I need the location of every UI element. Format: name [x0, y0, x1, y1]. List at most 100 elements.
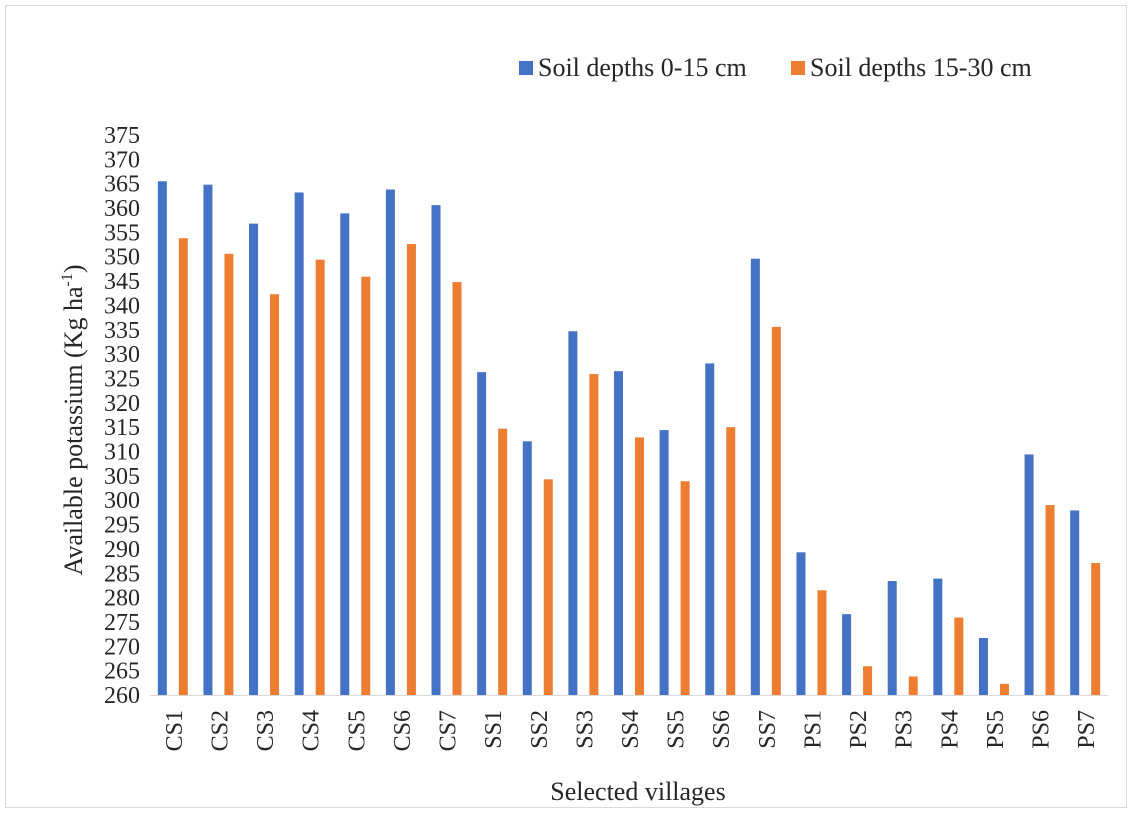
y-tick-label: 310	[104, 440, 140, 466]
bar-ss1-15-30cm	[498, 428, 508, 695]
x-tick-label: SS1	[481, 710, 507, 749]
bar-ps1-15-30cm	[817, 590, 827, 695]
bar-ps7-15-30cm	[1091, 563, 1101, 695]
y-tick-label: 300	[104, 488, 140, 514]
x-tick-label: CS2	[207, 710, 233, 751]
x-tick-label: PS4	[937, 710, 963, 749]
y-tick-label: 275	[104, 610, 140, 636]
y-tick-label: 360	[104, 196, 140, 222]
x-tick-label: CS7	[436, 710, 462, 751]
bar-ss7-0-15cm	[750, 258, 760, 695]
bar-ps4-15-30cm	[954, 617, 964, 695]
bar-cs1-0-15cm	[157, 181, 167, 695]
y-tick-label: 350	[104, 245, 140, 271]
y-tick-label: 340	[104, 293, 140, 319]
bar-cs6-0-15cm	[385, 189, 395, 695]
bar-cs3-15-30cm	[270, 294, 280, 695]
bar-ps1-0-15cm	[796, 552, 806, 695]
bar-ss5-15-30cm	[680, 481, 690, 695]
bar-ss6-15-30cm	[726, 427, 736, 695]
bars	[157, 181, 1101, 696]
y-axis-title-main: Available potassium (Kg ha	[59, 286, 88, 576]
x-tick-label: CS5	[344, 710, 370, 751]
x-tick-label: CS3	[253, 710, 279, 751]
x-tick-label: SS4	[618, 710, 644, 749]
bar-ps3-0-15cm	[887, 581, 897, 695]
bar-cs4-0-15cm	[294, 192, 304, 695]
bar-cs3-0-15cm	[249, 223, 259, 695]
bar-ps3-15-30cm	[908, 676, 918, 695]
bar-ps2-15-30cm	[863, 666, 873, 695]
y-tick-label: 365	[104, 172, 140, 198]
y-tick-label: 355	[104, 220, 140, 246]
y-tick-label: 285	[104, 561, 140, 587]
bar-ps5-15-30cm	[999, 683, 1009, 695]
bar-ss2-15-30cm	[543, 479, 553, 695]
bar-cs5-0-15cm	[340, 213, 350, 695]
y-tick-label: 270	[104, 634, 140, 660]
bar-ps4-0-15cm	[933, 578, 943, 695]
bar-ss2-0-15cm	[522, 441, 532, 695]
y-axis-title-superscript: -1	[59, 273, 76, 286]
bar-ss5-0-15cm	[659, 430, 669, 695]
bar-ss6-0-15cm	[705, 363, 715, 695]
y-tick-label: 320	[104, 391, 140, 417]
x-axis-title: Selected villages	[550, 777, 725, 806]
bar-ss3-0-15cm	[568, 331, 578, 695]
x-tick-label: CS6	[390, 710, 416, 751]
y-tick-label: 345	[104, 269, 140, 295]
y-tick-label: 290	[104, 537, 140, 563]
x-tick-label: PS6	[1029, 710, 1055, 749]
x-tick-label: SS7	[755, 710, 781, 749]
bar-ss7-15-30cm	[771, 326, 781, 695]
x-tick-label: PS7	[1074, 710, 1100, 749]
y-tick-label: 295	[104, 513, 140, 539]
legend-swatch-0-15cm	[519, 61, 533, 75]
bar-ps2-0-15cm	[842, 614, 852, 695]
x-tick-label: CS1	[162, 710, 188, 751]
x-tick-label: SS3	[572, 710, 598, 749]
bar-cs4-15-30cm	[315, 259, 325, 695]
y-tick-label: 370	[104, 147, 140, 173]
y-tick-label: 265	[104, 659, 140, 685]
y-axis-ticks: 2602652702752802852902953003053103153203…	[104, 123, 140, 709]
y-tick-label: 325	[104, 366, 140, 392]
bar-cs7-15-30cm	[452, 282, 462, 695]
y-tick-label: 375	[104, 123, 140, 149]
x-tick-label: SS5	[664, 710, 690, 749]
y-tick-label: 315	[104, 415, 140, 441]
bar-cs6-15-30cm	[406, 244, 416, 696]
legend-label-15-30cm: Soil depths 15-30 cm	[810, 53, 1032, 82]
x-tick-label: PS2	[846, 710, 872, 749]
x-tick-label: PS3	[892, 710, 918, 749]
y-tick-label: 280	[104, 586, 140, 612]
bar-ss1-0-15cm	[477, 372, 487, 695]
x-tick-label: CS4	[299, 710, 325, 751]
y-axis-title: Available potassium (Kg ha-1)	[59, 264, 88, 575]
bar-ps5-0-15cm	[978, 638, 988, 695]
y-tick-label: 260	[104, 683, 140, 709]
x-tick-label: PS5	[983, 710, 1009, 749]
bar-cs1-15-30cm	[178, 238, 188, 695]
legend: Soil depths 0-15 cm Soil depths 15-30 cm	[519, 53, 1032, 82]
x-tick-label: SS2	[527, 710, 553, 749]
bar-ps6-0-15cm	[1024, 454, 1034, 695]
y-tick-label: 305	[104, 464, 140, 490]
x-tick-label: PS1	[800, 710, 826, 749]
y-axis-title-end: )	[59, 264, 88, 273]
bar-cs2-0-15cm	[203, 184, 213, 696]
bar-cs2-15-30cm	[224, 253, 234, 696]
x-tick-label: SS6	[709, 710, 735, 749]
x-axis-ticks: CS1 CS2 CS3 CS4 CS5 CS6 CS7 SS1 SS2 SS3 SS4 SS5 SS6 S…	[162, 710, 1100, 751]
bar-cs5-15-30cm	[361, 276, 371, 695]
y-tick-label: 335	[104, 318, 140, 344]
legend-label-0-15cm: Soil depths 0-15 cm	[538, 53, 747, 82]
bar-ps6-15-30cm	[1045, 505, 1055, 695]
bar-ps7-0-15cm	[1070, 510, 1080, 695]
legend-swatch-15-30cm	[791, 61, 805, 75]
bar-ss3-15-30cm	[589, 374, 599, 695]
bar-cs7-0-15cm	[431, 205, 441, 695]
bar-ss4-15-30cm	[635, 437, 644, 695]
bar-ss4-0-15cm	[614, 371, 623, 695]
